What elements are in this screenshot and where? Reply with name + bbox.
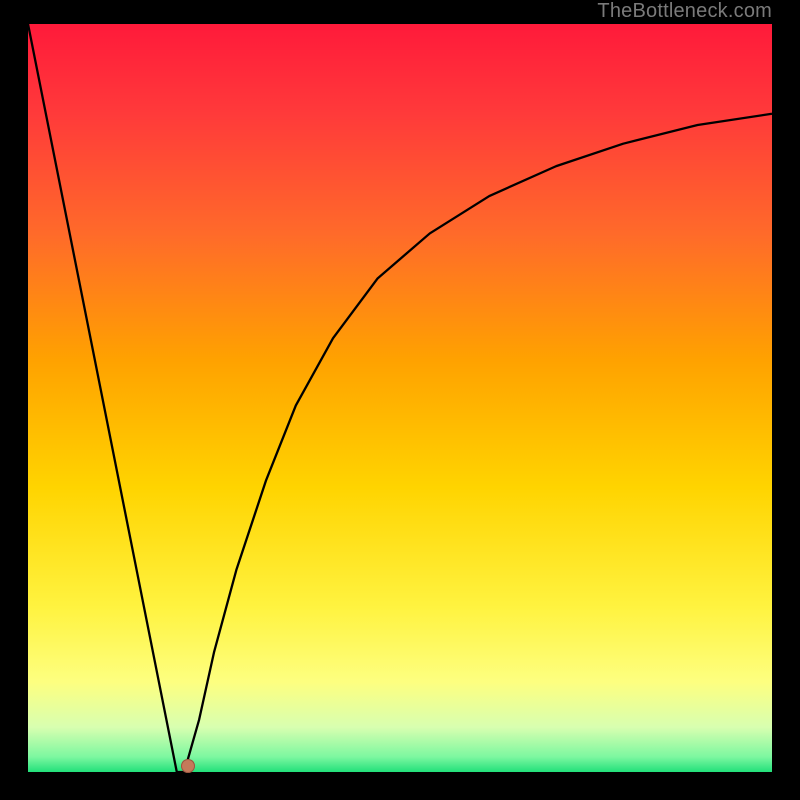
plot-area [28,24,772,772]
bottleneck-curve [28,24,772,772]
chart-container: TheBottleneck.com [0,0,800,800]
watermark-text: TheBottleneck.com [597,0,772,23]
minimum-marker-dot [181,759,195,773]
curve-svg [28,24,772,772]
